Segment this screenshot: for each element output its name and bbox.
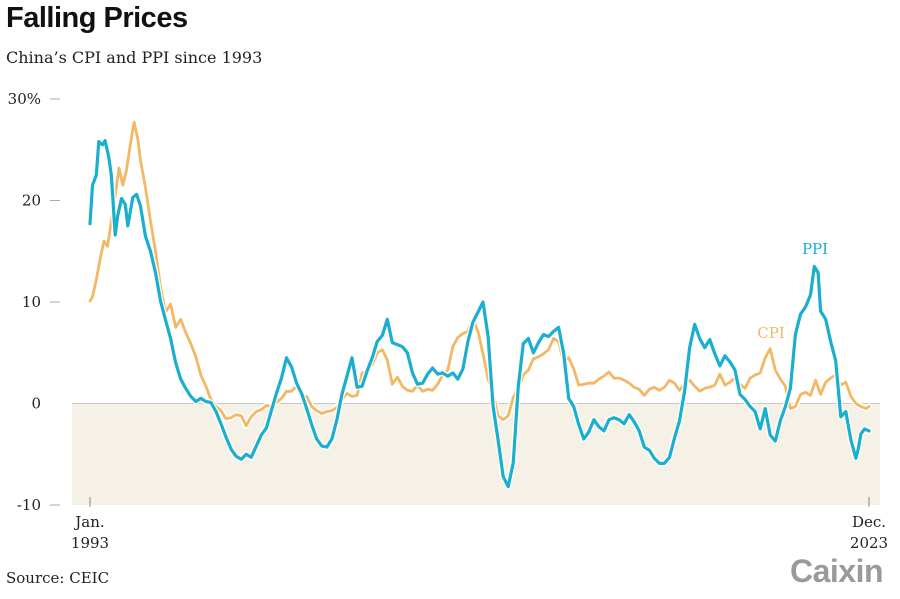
series-labels: PPI CPI [757,240,828,342]
y-tick-label: -10 [17,496,41,514]
caixin-logo: Caixin [790,553,884,589]
series-label-ppi: PPI [802,240,828,258]
x-tick-label: 1993 [71,534,109,552]
x-tick-label: Jan. [73,513,104,531]
x-axis: Jan. 1993 Dec. 2023 [71,497,888,552]
chart-subtitle: China’s CPI and PPI since 1993 [6,48,263,67]
y-tick-label: 0 [31,395,41,413]
y-tick-label: 10 [22,293,41,311]
x-tick-label: 2023 [850,534,888,552]
series-label-cpi: CPI [757,324,785,342]
series-line-ppi [88,139,871,489]
series-lines [87,119,872,490]
y-tick-label: 20 [22,192,41,210]
x-tick-label: Dec. [852,513,886,531]
series-halo-cpi [87,119,872,429]
chart-title: Falling Prices [6,2,188,34]
negative-zone-band [72,403,880,505]
source-note: Source: CEIC [6,569,110,587]
y-tick-label: 30% [8,90,41,108]
